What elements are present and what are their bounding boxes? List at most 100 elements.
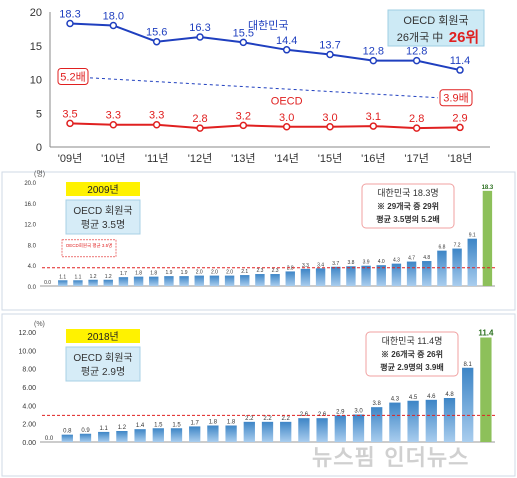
data-label: 2.8 <box>409 113 424 125</box>
data-label: 2.2 <box>282 416 291 422</box>
data-label: 4.0 <box>378 259 385 265</box>
data-point <box>152 120 161 129</box>
x-tick-label: '11년 <box>145 152 169 165</box>
watermark: 뉴스핌 인더뉴스 <box>312 446 470 471</box>
bar <box>371 407 383 442</box>
data-label: 1.8 <box>135 271 142 277</box>
bar <box>133 276 144 286</box>
bar-chart-2018: (%) 0.00 2.00 4.00 6.00 8.00 10.00 12.00 0.0 0.8 0… <box>1 313 516 477</box>
data-label: 0.0 <box>45 436 54 442</box>
average-note-box <box>61 239 117 258</box>
x-tick-label: '14년 <box>274 152 298 165</box>
bar <box>280 421 292 442</box>
data-label: 1.9 <box>165 270 172 276</box>
y-tick-label: 4.0 <box>28 264 37 270</box>
data-point <box>196 33 204 41</box>
data-label: 2.8 <box>192 113 207 125</box>
data-label: 11.4 <box>450 55 471 67</box>
data-label: 18.3 <box>59 8 80 20</box>
data-label: 4.3 <box>391 397 400 403</box>
data-label: 2.2 <box>263 416 272 422</box>
unit-label: (명) <box>34 170 45 178</box>
oecd-box-line2: 평균 3.5명 <box>81 219 125 231</box>
infobox-rank: 26위 <box>449 29 480 46</box>
panel-border <box>1 171 516 311</box>
x-tick-label: '09년 <box>58 152 82 165</box>
data-label: 3.2 <box>236 110 251 122</box>
y-tick-label: 10 <box>30 75 42 87</box>
bar <box>391 263 402 286</box>
data-label: 4.6 <box>427 394 436 400</box>
data-label: 4.8 <box>445 392 454 398</box>
bar <box>164 276 174 286</box>
year-label: 2018년 <box>87 331 118 343</box>
korea-box-line2: ※ 26개국 중 26위 <box>381 349 443 359</box>
x-tick-label: '18년 <box>448 152 472 165</box>
bar <box>285 271 295 286</box>
data-point <box>412 124 421 132</box>
data-label: 1.9 <box>181 270 188 276</box>
y-tick-label: 8.00 <box>22 367 36 374</box>
bar <box>224 275 235 286</box>
data-label: 4.5 <box>409 395 418 401</box>
data-label: 12.8 <box>363 46 384 58</box>
data-label: 0.0 <box>44 280 51 286</box>
bar <box>270 274 280 286</box>
data-label: 1.1 <box>74 274 81 280</box>
y-tick-label: 0.00 <box>22 440 36 447</box>
bar <box>209 275 220 286</box>
data-point <box>412 56 421 65</box>
data-label: 14.4 <box>276 35 297 47</box>
y-tick-label: 6.00 <box>22 385 36 392</box>
bar <box>462 367 474 442</box>
series-line-1 <box>69 122 461 130</box>
bar <box>103 279 113 286</box>
y-tick-label: 5 <box>36 108 42 120</box>
data-label: 3.1 <box>366 111 381 123</box>
year-tab <box>66 182 140 196</box>
data-label: 4.3 <box>393 258 400 264</box>
bar <box>194 275 204 286</box>
data-point <box>109 21 118 30</box>
data-point <box>369 56 378 65</box>
ratio-end-box <box>439 89 473 107</box>
data-label: 3.0 <box>322 112 337 124</box>
bar <box>315 268 326 286</box>
korea-box-line3: 평균 2.9명의 3.9배 <box>380 362 444 372</box>
data-label: 2.0 <box>226 270 233 276</box>
data-label: 1.5 <box>172 422 181 428</box>
data-point <box>456 66 464 74</box>
bar <box>422 261 432 286</box>
data-label: 2.9 <box>336 409 345 415</box>
trend-line-chart: 0 5 10 15 20 '09년 '10년 '11년 '12년 '13년 '14년 '15년 '16년… <box>30 7 490 165</box>
y-tick-label: 8.0 <box>28 243 37 249</box>
bar <box>425 399 437 442</box>
bar <box>58 280 68 286</box>
data-point <box>66 119 74 128</box>
data-label: 3.5 <box>62 108 77 120</box>
korea-box <box>361 183 455 229</box>
infobox-line1: OECD 회원국 <box>403 14 468 27</box>
bar <box>316 418 328 442</box>
data-label: 2.8 <box>287 265 294 271</box>
data-label: 1.1 <box>59 274 66 280</box>
data-label: 3.4 <box>317 262 324 268</box>
year-tab <box>66 329 140 343</box>
bar <box>255 274 265 286</box>
data-label: 0.9 <box>81 428 90 434</box>
y-tick-label: 2.00 <box>22 422 36 429</box>
panel-border <box>1 313 516 477</box>
data-point <box>196 124 204 132</box>
bar <box>207 425 219 442</box>
bar <box>467 238 477 286</box>
x-tick-label: '17년 <box>404 152 428 165</box>
data-label: 4.8 <box>423 255 430 261</box>
y-tick-label: 0.0 <box>28 285 37 291</box>
x-tick-label: '15년 <box>318 152 342 165</box>
data-label: 1.4 <box>136 423 145 429</box>
series-name-korea: 대한민국 <box>248 19 288 32</box>
data-point <box>456 123 464 132</box>
bar <box>361 265 371 286</box>
bar <box>118 277 129 286</box>
